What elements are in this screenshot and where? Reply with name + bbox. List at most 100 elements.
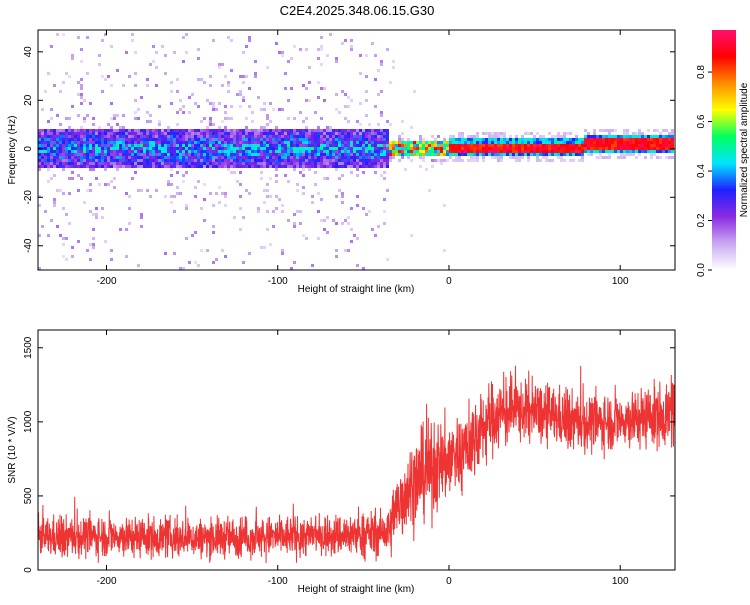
spectrogram-cell <box>356 129 359 132</box>
spectrogram-cell <box>134 147 137 150</box>
spectrogram-cell <box>398 144 401 147</box>
spectrogram-cell <box>281 147 284 150</box>
spectrogram-cell <box>260 147 263 150</box>
spectrogram-cell <box>47 129 50 132</box>
spectrogram-cell <box>200 120 203 123</box>
spectrogram-cell <box>377 132 380 135</box>
spectrogram-cell <box>209 75 212 78</box>
spectrogram-cell <box>593 150 596 153</box>
spectrogram-cell <box>227 138 230 141</box>
spectrogram-cell <box>215 165 218 168</box>
x-tick-label: -200 <box>96 276 116 287</box>
spectrogram-cell <box>143 147 146 150</box>
spectrogram-cell <box>392 144 395 147</box>
spectrogram-cell <box>536 147 539 150</box>
spectrogram-cell <box>86 165 89 168</box>
spectrogram-cell <box>581 150 584 153</box>
spectrogram-cell <box>458 135 461 138</box>
spectrogram-cell <box>566 153 569 156</box>
spectrogram-cell <box>86 36 89 39</box>
spectrogram-cell <box>422 147 425 150</box>
spectrogram-cell <box>479 144 482 147</box>
spectrogram-cell <box>50 156 53 159</box>
spectrogram-cell <box>197 144 200 147</box>
spectrogram-cell <box>197 180 200 183</box>
spectrogram-cell <box>662 129 665 132</box>
spectrogram-cell <box>467 144 470 147</box>
spectrogram-cell <box>398 141 401 144</box>
spectrogram-cell <box>290 87 293 90</box>
spectrogram-cell <box>182 111 185 114</box>
spectrogram-cell <box>110 249 113 252</box>
spectrogram-cell <box>623 147 626 150</box>
spectrogram-cell <box>173 153 176 156</box>
spectrogram-cell <box>167 132 170 135</box>
spectrogram-cell <box>257 132 260 135</box>
spectrogram-cell <box>83 138 86 141</box>
spectrogram-cell <box>329 147 332 150</box>
spectrogram-cell <box>335 168 338 171</box>
spectrogram-cell <box>242 159 245 162</box>
spectrogram-cell <box>359 141 362 144</box>
spectrogram-cell <box>179 144 182 147</box>
spectrogram-cell <box>380 141 383 144</box>
spectrogram-cell <box>524 138 527 141</box>
spectrogram-cell <box>206 249 209 252</box>
spectrogram-cell <box>392 141 395 144</box>
spectrogram-cell <box>344 135 347 138</box>
spectrogram-cell <box>272 150 275 153</box>
spectrogram-cell <box>332 135 335 138</box>
spectrogram-cell <box>578 147 581 150</box>
spectrogram-cell <box>80 138 83 141</box>
spectrogram-cell <box>131 150 134 153</box>
spectrogram-cell <box>218 186 221 189</box>
spectrogram-cell <box>605 150 608 153</box>
spectrogram-cell <box>662 141 665 144</box>
spectrogram-cell <box>449 153 452 156</box>
spectrogram-cell <box>107 144 110 147</box>
spectrogram-cell <box>77 138 80 141</box>
spectrogram-cell <box>257 153 260 156</box>
spectrogram-cell <box>386 165 389 168</box>
spectrogram-cell <box>443 249 446 252</box>
spectrogram-cell <box>533 135 536 138</box>
spectrogram-y-label: Frequency (Hz) <box>7 116 18 185</box>
spectrogram-cell <box>77 114 80 117</box>
spectrogram-cell <box>227 141 230 144</box>
spectrogram-cell <box>230 138 233 141</box>
spectrogram-cell <box>95 147 98 150</box>
spectrogram-cell <box>335 156 338 159</box>
spectrogram-cell <box>329 153 332 156</box>
spectrogram-cell <box>395 144 398 147</box>
spectrogram-cell <box>98 138 101 141</box>
spectrogram-cell <box>68 150 71 153</box>
spectrogram-cell <box>107 156 110 159</box>
spectrogram-cell <box>509 150 512 153</box>
spectrogram-cell <box>395 147 398 150</box>
spectrogram-cell <box>62 129 65 132</box>
spectrogram-cell <box>296 135 299 138</box>
spectrogram-cell <box>263 159 266 162</box>
spectrogram-cell <box>185 165 188 168</box>
spectrogram-cell <box>140 156 143 159</box>
spectrogram-cell <box>467 138 470 141</box>
spectrogram-cell <box>170 195 173 198</box>
spectrogram-cell <box>659 138 662 141</box>
spectrogram-cell <box>281 132 284 135</box>
spectrogram-cell <box>86 138 89 141</box>
spectrogram-cell <box>257 159 260 162</box>
spectrogram-cell <box>341 90 344 93</box>
spectrogram-cell <box>74 162 77 165</box>
spectrogram-cell <box>641 135 644 138</box>
spectrogram-cell <box>611 147 614 150</box>
spectrogram-cell <box>503 135 506 138</box>
spectrogram-cell <box>113 117 116 120</box>
spectrogram-cell <box>65 147 68 150</box>
spectrogram-cell <box>350 240 353 243</box>
spectrogram-cell <box>287 153 290 156</box>
spectrogram-cell <box>266 66 269 69</box>
spectrogram-cell <box>80 153 83 156</box>
spectrogram-cell <box>50 117 53 120</box>
spectrogram-cell <box>245 165 248 168</box>
spectrogram-cell <box>134 138 137 141</box>
